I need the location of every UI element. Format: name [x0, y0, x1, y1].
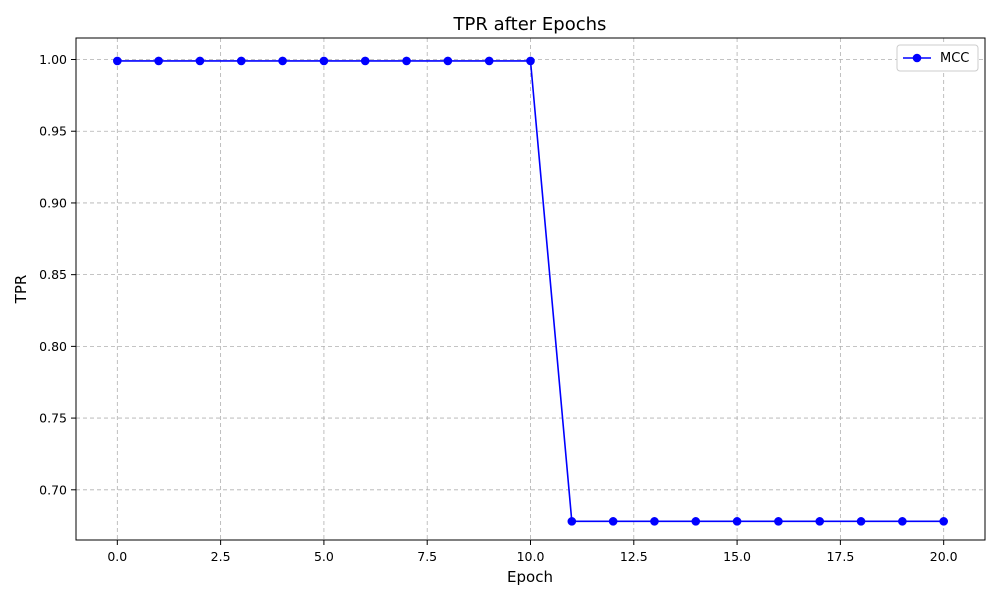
- data-point: [608, 517, 618, 526]
- data-point: [402, 56, 411, 66]
- data-point: [774, 517, 783, 526]
- data-point: [650, 517, 659, 526]
- x-tick-label: 17.5: [826, 549, 854, 564]
- data-point: [732, 517, 742, 526]
- x-axis-ticks: 0.0 2.5 5.0 7.5 10.0 12.5 15.0 17.5 20.0: [107, 540, 958, 564]
- x-tick-label: 10.0: [517, 549, 545, 564]
- data-point: [443, 56, 453, 66]
- x-tick-label: 15.0: [723, 549, 751, 564]
- data-point: [526, 56, 535, 66]
- y-tick-label: 0.85: [39, 267, 67, 282]
- data-point: [278, 56, 287, 66]
- data-point: [856, 517, 866, 526]
- data-point: [236, 56, 246, 66]
- y-tick-label: 1.00: [39, 52, 67, 67]
- x-tick-label: 2.5: [211, 549, 231, 564]
- y-axis-label: TPR: [12, 275, 30, 305]
- chart-title: TPR after Epochs: [453, 14, 607, 35]
- data-point: [898, 517, 907, 526]
- y-axis-ticks: 0.70 0.75 0.80 0.85 0.90 0.95 1.00: [39, 52, 76, 497]
- data-point: [154, 56, 163, 66]
- grid: [76, 38, 985, 540]
- data-point: [567, 517, 577, 526]
- x-tick-label: 12.5: [620, 549, 648, 564]
- data-point: [360, 56, 370, 66]
- y-tick-label: 0.70: [39, 482, 67, 497]
- y-tick-label: 0.95: [39, 124, 67, 139]
- data-point: [113, 56, 122, 66]
- data-point: [815, 517, 825, 526]
- legend: MCC: [896, 44, 979, 72]
- plot-frame: [75, 37, 986, 541]
- y-tick-label: 0.90: [39, 195, 67, 210]
- x-tick-label: 5.0: [314, 549, 334, 564]
- series-layer: [113, 56, 948, 526]
- data-point: [691, 517, 701, 526]
- y-tick-label: 0.75: [39, 411, 67, 426]
- data-point: [484, 56, 494, 66]
- data-point: [939, 517, 948, 526]
- legend-marker-mcc: [912, 53, 922, 63]
- y-tick-label: 0.80: [39, 339, 67, 354]
- data-point: [319, 56, 329, 66]
- x-tick-label: 7.5: [417, 549, 437, 564]
- x-tick-label: 20.0: [930, 549, 958, 564]
- legend-box: [896, 44, 979, 72]
- data-point: [195, 56, 205, 66]
- x-axis-label: Epoch: [507, 568, 553, 586]
- legend-label-mcc: MCC: [940, 51, 969, 66]
- x-tick-label: 0.0: [107, 549, 127, 564]
